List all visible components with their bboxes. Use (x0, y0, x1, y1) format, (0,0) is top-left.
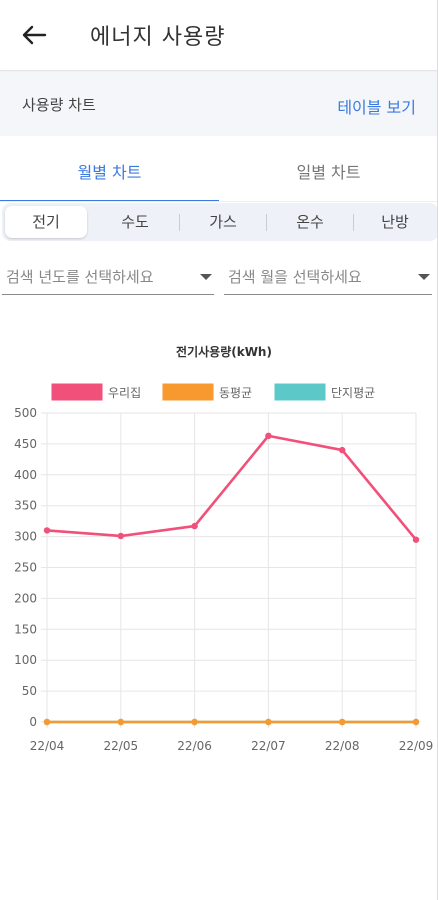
y-tick-label: 400 (14, 468, 37, 482)
x-tick-label: 22/07 (251, 739, 286, 753)
legend-label: 동평균 (219, 386, 252, 400)
subheader-label: 사용량 차트 (22, 96, 96, 114)
line-chart: 전기사용량(kWh) 우리집 동평균 단지평균 500450400350300250… (14, 344, 434, 753)
segment-gas[interactable]: 가스 (209, 213, 237, 231)
chart-tabs: 월별 차트 일별 차트 (0, 150, 438, 202)
month-select[interactable]: 검색 월을 선택하세요 (224, 262, 432, 295)
legend-swatch (51, 383, 103, 401)
x-tick-label: 22/05 (104, 739, 139, 753)
y-tick-label: 450 (14, 437, 37, 451)
data-point (43, 718, 51, 726)
chart-title: 전기사용량(kWh) (176, 344, 272, 359)
year-select-placeholder: 검색 년도를 선택하세요 (6, 268, 154, 286)
legend-label: 단지평균 (331, 386, 375, 400)
chart-grid (41, 412, 417, 728)
chart-subheader: 사용량 차트 테이블 보기 (0, 72, 438, 136)
tab-daily[interactable]: 일별 차트 (296, 163, 361, 182)
data-point (412, 718, 420, 726)
utility-segmented-control: 전기 수도 가스 온수 난방 (2, 203, 438, 241)
y-tick-label: 250 (14, 561, 37, 575)
back-button[interactable] (16, 20, 52, 50)
x-tick-label: 22/06 (177, 739, 212, 753)
data-point (339, 446, 346, 454)
y-tick-label: 50 (22, 684, 37, 698)
series-line (46, 434, 418, 541)
arrow-left-icon (22, 25, 47, 45)
x-tick-label: 22/09 (399, 739, 434, 753)
y-tick-label: 100 (14, 653, 37, 667)
app-bar: 에너지 사용량 (0, 0, 438, 71)
data-point (412, 536, 420, 543)
segment-divider (353, 214, 354, 231)
y-tick-label: 200 (14, 591, 37, 605)
data-point (117, 532, 125, 540)
legend-swatch (162, 383, 214, 401)
page-title: 에너지 사용량 (90, 25, 226, 50)
y-tick-label: 300 (14, 530, 37, 544)
legend-swatch (274, 383, 326, 401)
x-tick-label: 22/08 (325, 739, 360, 753)
data-point (117, 718, 125, 726)
segment-divider (266, 214, 267, 231)
month-select-placeholder: 검색 월을 선택하세요 (228, 268, 362, 286)
segment-divider (179, 214, 180, 231)
data-point (265, 432, 272, 440)
x-axis: 22/04 22/05 22/06 22/07 22/08 22/09 (30, 739, 434, 753)
data-point (191, 718, 198, 726)
dropdown-caret-icon (418, 274, 430, 280)
segment-heating[interactable]: 난방 (381, 213, 409, 231)
tabs-divider (0, 201, 438, 202)
y-tick-label: 500 (14, 406, 37, 420)
x-tick-label: 22/04 (30, 739, 65, 753)
tab-monthly[interactable]: 월별 차트 (0, 150, 219, 202)
y-tick-label: 0 (29, 715, 37, 729)
chart-series (43, 432, 420, 726)
data-point (339, 718, 346, 726)
dropdown-caret-icon (200, 274, 212, 280)
segment-electricity[interactable]: 전기 (5, 206, 87, 238)
chart-legend: 우리집 동평균 단지평균 (51, 383, 375, 401)
data-point (43, 527, 51, 534)
segment-hot-water[interactable]: 온수 (296, 213, 324, 231)
data-point (265, 718, 272, 726)
y-tick-label: 150 (14, 622, 37, 636)
electricity-chart: 전기사용량(kWh) 우리집 동평균 단지평균 500 450 400 350 300 250… (0, 330, 438, 770)
legend-label: 우리집 (108, 386, 141, 400)
y-tick-label: 350 (14, 499, 37, 513)
table-view-link[interactable]: 테이블 보기 (337, 98, 416, 117)
year-select[interactable]: 검색 년도를 선택하세요 (2, 262, 214, 295)
segment-water[interactable]: 수도 (121, 213, 149, 231)
data-point (191, 522, 198, 530)
